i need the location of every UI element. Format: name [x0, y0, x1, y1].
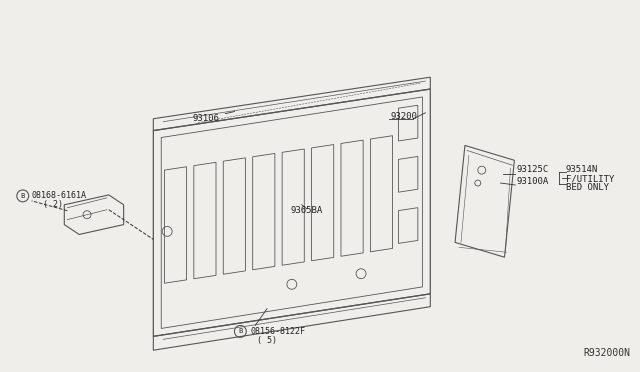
Text: BED ONLY: BED ONLY: [566, 183, 609, 192]
Text: F/UTILITY: F/UTILITY: [566, 174, 614, 183]
Text: ( 5): ( 5): [257, 336, 277, 345]
Text: B: B: [20, 193, 25, 199]
Text: 93514N: 93514N: [566, 165, 598, 174]
Text: R932000N: R932000N: [584, 348, 630, 358]
Text: 93200: 93200: [391, 112, 418, 121]
Text: 93100A: 93100A: [516, 177, 548, 186]
Text: 08156-8122F: 08156-8122F: [250, 327, 305, 336]
Text: 9365BA: 9365BA: [291, 206, 323, 215]
Text: 08168-6161A: 08168-6161A: [31, 191, 86, 201]
Text: 93106: 93106: [193, 112, 235, 123]
Text: 93125C: 93125C: [516, 165, 548, 174]
Text: B: B: [238, 328, 243, 334]
Text: ( 2): ( 2): [42, 200, 63, 209]
